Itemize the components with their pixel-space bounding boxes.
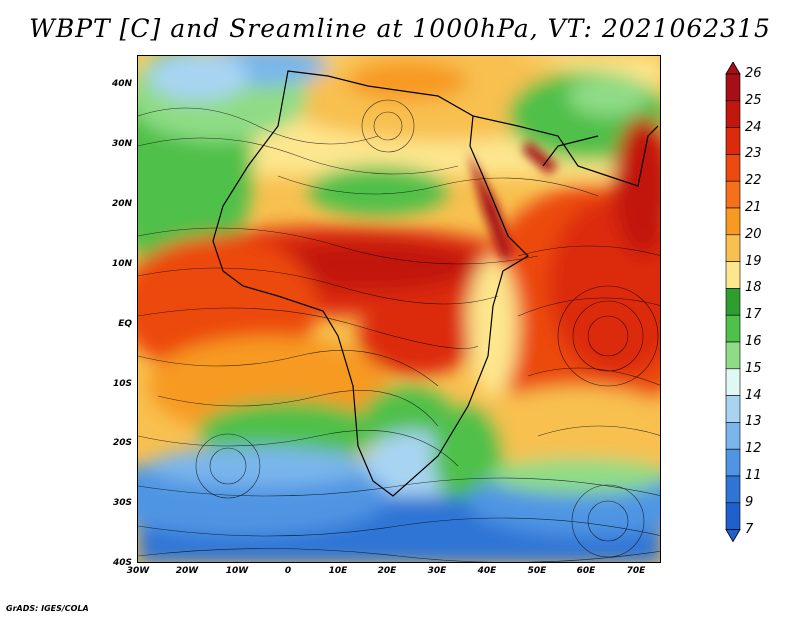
colorbar-cell [725,448,741,477]
lon-label-40e: 40E [477,566,497,576]
colorbar-label: 18 [745,280,762,296]
colorbar-cell [725,288,741,316]
lat-label-40n: 40N [111,79,132,89]
colorbar-cell [725,341,741,370]
colorbar-label: 16 [745,334,762,349]
colorbar-label: 23 [745,146,762,162]
map-canvas [138,56,660,562]
colorbar-label: 11 [745,468,762,483]
colorbar-cell [725,395,741,423]
colorbar-cell [725,314,741,343]
lat-label-10n: 10N [111,259,132,269]
colorbar-cell [725,73,741,102]
credit-text: GrADS: IGES/COLA [6,604,89,613]
colorbar-cell [725,127,741,155]
map-title: WBPT [C] and Sreamline at 1000hPa, VT: 2… [29,14,771,43]
lon-label-70e: 70E [626,566,646,576]
colorbar-label: 21 [745,200,762,215]
lat-label-20n: 20N [111,199,132,209]
colorbar-label: 17 [745,307,762,323]
lon-label-10e: 10E [328,566,348,576]
colorbar-label: 9 [745,494,754,510]
lon-label-50e: 50E [527,566,547,576]
colorbar-label: 25 [745,92,762,108]
lon-label-30e: 30E [427,566,447,576]
hot-spots [468,141,558,261]
colorbar-cell [725,261,741,289]
lon-label-0: 0 [284,566,292,576]
colorbar-label: 20 [745,226,762,242]
colorbar-cell [725,422,741,450]
colorbar-cell [725,502,741,530]
colorbar-label: 19 [745,253,762,269]
colorbar-label: 7 [745,521,754,537]
colorbar-cell [725,207,741,236]
colorbar-label: 14 [745,387,762,403]
lat-label-10s: 10S [112,379,132,389]
colorbar-label: 15 [745,360,762,376]
colorbar-cell [725,100,741,128]
colorbar-cell [725,368,741,396]
colorbar [725,62,741,543]
colorbar-label: 13 [745,414,762,430]
colorbar-cell [725,154,741,182]
streamlines [138,99,660,562]
lon-label-60e: 60E [576,566,596,576]
lon-label-30w: 30W [126,566,150,576]
colorbar-cell [725,180,741,209]
lon-label-20w: 20W [175,566,199,576]
lat-label-20s: 20S [112,438,132,448]
lat-label-30n: 30N [111,139,132,149]
colorbar-top-arrow [725,62,741,75]
colorbar-cell [725,234,741,262]
wbpt-field [138,56,660,562]
colorbar-label: 22 [745,173,762,189]
colorbar-label: 26 [745,66,762,81]
lat-label-eq: EQ [118,319,132,329]
colorbar-label: 12 [745,441,762,457]
lat-label-40s: 40S [112,558,132,568]
colorbar-bottom-arrow [725,529,741,543]
lat-label-30s: 30S [112,498,132,508]
lon-label-10w: 10W [225,566,249,576]
wbpt-streamline-map [137,55,661,563]
lon-label-20e: 20E [377,566,397,576]
colorbar-label: 24 [745,119,762,135]
colorbar-cell [725,475,741,504]
coastlines [212,70,659,497]
